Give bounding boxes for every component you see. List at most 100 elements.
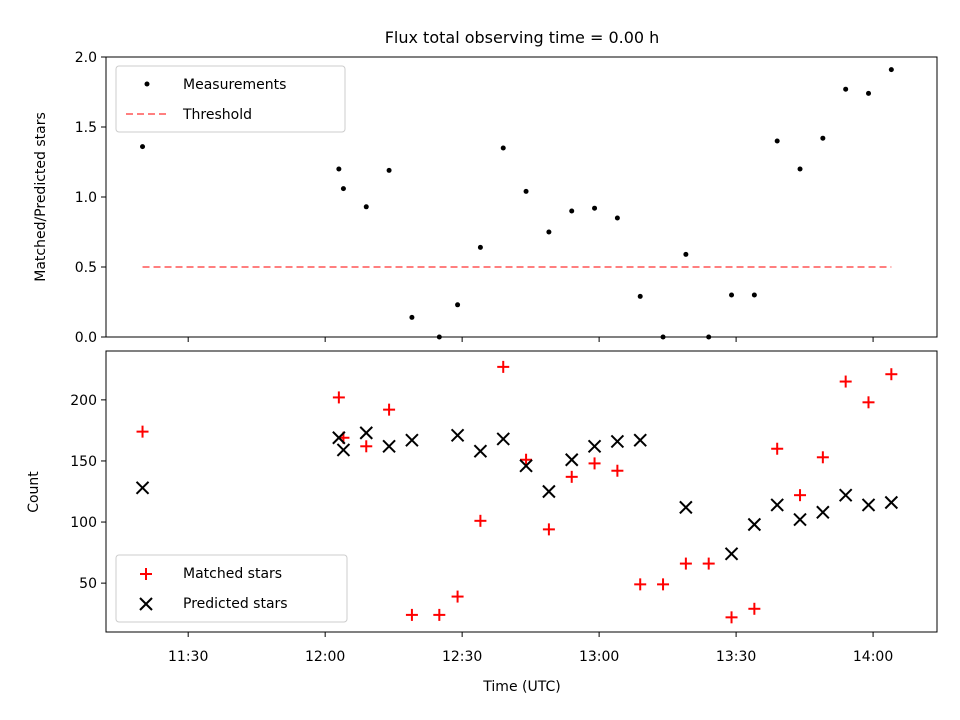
- matched-star-point: [542, 523, 555, 536]
- count-x-tick-label: 13:30: [716, 649, 756, 665]
- matched-star-point: [611, 464, 624, 477]
- count-x-tick-label: 13:00: [579, 649, 619, 665]
- matched-star-point: [405, 608, 418, 621]
- matched-star-point: [497, 360, 510, 373]
- measurement-point: [614, 215, 620, 221]
- ratio-legend-frame: [115, 65, 346, 133]
- matched-star-point: [839, 375, 852, 388]
- measurement-point: [637, 293, 643, 299]
- matched-star-point: [474, 514, 487, 527]
- count-x-ticks: 11:30 12:00 12:30 13:00 13:30 14:00: [168, 632, 893, 665]
- predicted-star-point: [838, 488, 853, 502]
- measurement-point: [866, 90, 872, 96]
- ratio-y-tick-label: 0.5: [75, 260, 97, 276]
- count-legend-frame: [115, 554, 348, 623]
- legend-predicted-swatch: [139, 597, 153, 611]
- matched-star-point: [748, 602, 761, 615]
- count-x-tick-label: 12:30: [442, 649, 482, 665]
- legend-threshold-label: Threshold: [182, 107, 252, 123]
- matched-star-point: [794, 489, 807, 502]
- matched-star-point: [657, 578, 670, 591]
- x-axis-label: Time (UTC): [482, 679, 560, 695]
- measurement-point: [774, 138, 780, 144]
- matched-star-point: [771, 442, 784, 455]
- measurement-point: [569, 208, 575, 214]
- matched-star-point: [360, 440, 373, 453]
- count-y-tick-label: 200: [70, 393, 97, 409]
- predicted-star-point: [382, 439, 396, 454]
- matched-star-point: [520, 453, 533, 466]
- measurement-point: [683, 251, 689, 257]
- predicted-star-point: [724, 547, 739, 561]
- count-y-tick-label: 50: [79, 576, 97, 592]
- matched-star-point: [885, 368, 898, 381]
- ratio-x-ticks: [187, 337, 874, 342]
- predicted-star-point: [587, 439, 602, 454]
- predicted-star-point: [405, 433, 419, 447]
- measurement-point: [523, 188, 529, 194]
- matched-star-point: [725, 611, 738, 624]
- measurement-point: [729, 292, 735, 298]
- predicted-star-point: [633, 433, 647, 447]
- predicted-star-point: [336, 443, 351, 457]
- count-y-ticks: 50 100 150 200: [70, 393, 106, 592]
- matched-star-point: [136, 425, 149, 438]
- matched-star-point: [634, 578, 647, 591]
- count-x-tick-label: 14:00: [853, 649, 893, 665]
- legend-measurements-swatch: [144, 81, 150, 87]
- predicted-star-point: [793, 512, 807, 527]
- matched-star-point: [332, 391, 345, 404]
- predicted-star-point: [359, 426, 373, 440]
- ratio-y-tick-label: 2.0: [75, 50, 97, 66]
- measurement-point: [340, 186, 346, 192]
- count-legend: Matched stars Predicted stars: [115, 554, 348, 623]
- predicted-star-point: [816, 505, 830, 519]
- count-axes-frame: [105, 350, 938, 633]
- chart-title: Flux total observing time = 0.00 h: [385, 28, 660, 47]
- predicted-star-point: [496, 432, 510, 446]
- predicted-star-point: [770, 498, 784, 512]
- predicted-star-point: [747, 517, 762, 532]
- measurement-point: [797, 166, 803, 172]
- matched-star-point: [565, 470, 578, 483]
- predicted-star-point: [542, 484, 556, 499]
- measurement-point: [477, 244, 483, 250]
- legend-predicted-label: Predicted stars: [183, 596, 288, 612]
- measurement-point: [140, 144, 146, 150]
- measurement-point: [455, 302, 461, 308]
- count-y-tick-label: 100: [70, 515, 97, 531]
- ratio-panel: 0.00.51.01.52.0 Matched/Predicted stars …: [33, 50, 938, 346]
- measurement-point: [751, 292, 757, 298]
- ratio-marks: [140, 67, 894, 340]
- predicted-star-point: [884, 495, 899, 510]
- measurement-point: [843, 86, 849, 92]
- ratio-y-tick-label: 1.0: [75, 190, 97, 206]
- ratio-y-axis-label: Matched/Predicted stars: [33, 112, 49, 282]
- measurement-point: [336, 166, 342, 172]
- matched-star-point: [451, 590, 464, 603]
- measurement-point: [820, 135, 826, 141]
- matched-star-point: [862, 396, 875, 409]
- predicted-star-point: [565, 453, 579, 467]
- predicted-star-point: [519, 459, 533, 473]
- matched-star-point: [679, 557, 692, 570]
- ratio-y-tick-label: 1.5: [75, 120, 97, 136]
- predicted-star-point: [473, 444, 488, 458]
- measurement-point: [592, 205, 598, 211]
- matched-star-point: [383, 403, 396, 416]
- predicted-star-point: [135, 481, 150, 495]
- measurement-point: [409, 314, 415, 320]
- ratio-y-ticks: 0.0 0.5 1.0 1.5 2.0: [75, 50, 106, 346]
- ratio-legend: Measurements Threshold: [115, 65, 346, 133]
- measurement-point: [363, 204, 369, 210]
- predicted-star-point: [332, 431, 346, 445]
- predicted-star-point: [450, 428, 465, 443]
- count-panel: 50 100 150 200 11:30 12:00 12:30 13:00 13:30 14:…: [26, 350, 938, 695]
- matched-star-point: [702, 557, 715, 570]
- legend-matched-swatch: [140, 568, 152, 580]
- matched-star-point: [588, 457, 601, 470]
- count-y-tick-label: 150: [70, 454, 97, 470]
- predicted-star-point: [679, 500, 693, 515]
- legend-measurements-label: Measurements: [183, 77, 286, 93]
- legend-matched-label: Matched stars: [183, 566, 282, 582]
